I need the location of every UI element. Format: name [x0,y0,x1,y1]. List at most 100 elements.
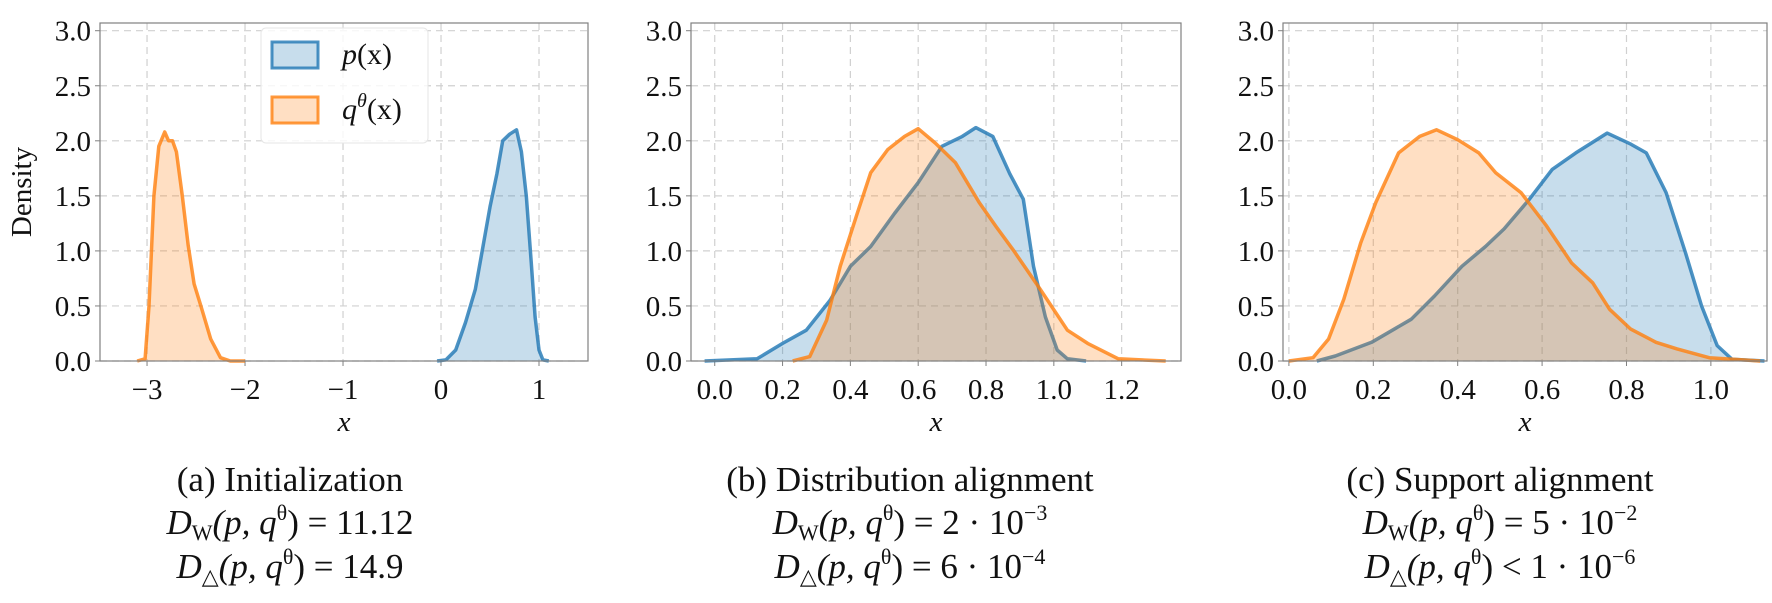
density-line-p [1316,131,1765,363]
density-line-q [1288,128,1761,363]
metric-args: (p, q [818,503,883,542]
x-tick-label: 0.4 [832,374,869,406]
metric-args: (p, q [218,547,283,586]
caption-metric-line: D△(p, qθ) = 14.9 [166,546,413,588]
metric-relation-value: ) < 1 · 10 [1481,547,1613,586]
y-tick-label: 2.5 [55,71,91,103]
y-tick-label: 1.0 [55,236,91,268]
metric-relation-value: ) = 14.9 [293,547,404,586]
x-tick-label: 0.0 [697,374,733,406]
density-fill-q [1288,129,1761,361]
caption-title: (c) Support alignment [1346,460,1654,499]
density-line-q [136,130,245,363]
caption-title: (b) Distribution alignment [726,460,1094,499]
metric-symbol: D [166,503,192,542]
x-axis-label: x [337,406,351,438]
y-tick-label: 3.0 [55,16,91,48]
metric-arg-superscript: θ [276,500,288,525]
x-tick-label: 0.8 [1608,374,1644,406]
x-tick-label: 1.2 [1104,374,1140,406]
y-tick-label: 1.5 [646,181,682,213]
legend-box [260,27,429,144]
metric-arg-superscript: θ [1472,500,1484,525]
y-tick-label: 2.0 [1238,126,1274,158]
y-tick-label: 0.0 [646,346,682,378]
legend-label-base: q [342,93,357,126]
metric-relation-value: ) = 2 · 10 [893,503,1024,542]
x-tick-label: 1 [532,374,547,406]
x-tick-label: 0 [434,374,449,406]
legend: p(x)qθ(x) [260,27,429,144]
metric-symbol: D [772,503,798,542]
y-tick-label: 2.5 [646,71,682,103]
panel-a: 0.00.51.01.52.02.53.0−3 −2 −1 0 1xDensityp(x… [6,16,589,438]
x-axis-label: x [929,406,943,438]
y-tick-label: 2.0 [646,126,682,158]
metric-exponent: −3 [1023,500,1048,525]
legend-label-rest: (x) [357,38,392,71]
axes-frame [1282,22,1768,362]
y-tick-label: 1.5 [55,181,91,213]
x-tick-label: −2 [230,374,261,406]
x-axis-label: x [1518,406,1532,438]
metric-args: (p, q [1406,547,1471,586]
metric-args: (p, q [816,547,881,586]
x-tick-label: 1.0 [1036,374,1072,406]
panel-c: 0.0 0.5 1.0 1.5 2.0 2.5 3.0 0.0 0.2 0.4 0.6 0.8 1.0 x [1238,16,1768,438]
metric-exponent: −4 [1022,544,1046,569]
metric-relation-value: ) = 11.12 [287,503,414,542]
legend-label-q: qθ(x) [342,90,402,126]
y-tick-label: 0.0 [55,346,91,378]
metric-exponent: −2 [1613,500,1638,525]
caption-metric-line: DW(p, qθ) = 5 · 10−2 [1346,502,1653,544]
density-line-q [792,126,1166,363]
legend-label-base: p [340,38,357,71]
x-tick-label: −3 [132,374,163,406]
metric-subscript: △ [201,564,219,589]
metric-symbol: D [176,547,202,586]
y-tick-label: 0.0 [1238,346,1274,378]
metric-relation-value: ) = 5 · 10 [1483,503,1614,542]
x-tick-label: 0.2 [764,374,800,406]
metric-subscript: W [797,520,819,545]
legend-label-p: p(x) [340,38,392,71]
panel-b: 0.0 0.5 1.0 1.5 2.0 2.5 3.0 0.0 0.2 0.4 0.6 0.8 1.0 1… [646,16,1182,438]
subfigure-caption-c: (c) Support alignment DW(p, qθ) = 5 · 10−… [1346,462,1653,593]
metric-subscript: △ [799,564,817,589]
x-tick-label: 0.6 [900,374,936,406]
y-tick-label: 3.0 [646,16,682,48]
metric-args: (p, q [212,503,277,542]
metric-arg-superscript: θ [880,544,892,569]
metric-symbol: D [774,547,800,586]
y-tick-label: 0.5 [55,291,91,323]
metric-symbol: D [1364,547,1390,586]
y-tick-label: 1.0 [646,236,682,268]
metric-subscript: W [1387,520,1409,545]
y-tick-label: 2.5 [1238,71,1274,103]
x-tick-label: 0.2 [1355,374,1391,406]
metric-subscript: △ [1389,564,1407,589]
metric-args: (p, q [1408,503,1473,542]
density-fill-p [704,127,1087,361]
caption-title: (a) Initialization [176,460,404,499]
y-tick-label: 2.0 [55,126,91,158]
subfigure-caption-a: (a) Initialization DW(p, qθ) = 11.12 D△(p,… [166,462,413,593]
axes-frame [690,22,1182,362]
metric-symbol: D [1362,503,1388,542]
legend-label-sup: θ [357,90,367,112]
caption-metric-line: DW(p, qθ) = 11.12 [166,502,414,544]
y-tick-label: 0.5 [1238,291,1274,323]
x-tick-label: 1.0 [1693,374,1729,406]
metric-arg-superscript: θ [882,500,894,525]
caption-metric-line: DW(p, qθ) = 2 · 10−3 [726,502,1093,544]
y-tick-label: 3.0 [1238,16,1274,48]
y-tick-label: 1.0 [1238,236,1274,268]
x-tick-label: 0.8 [968,374,1004,406]
legend-swatch-p [270,40,320,70]
x-tick-label: −1 [328,374,359,406]
y-tick-label: 0.5 [646,291,682,323]
density-line-p [704,125,1087,363]
y-tick-label: 1.5 [1238,181,1274,213]
caption-metric-line: D△(p, qθ) = 6 · 10−4 [726,546,1093,588]
